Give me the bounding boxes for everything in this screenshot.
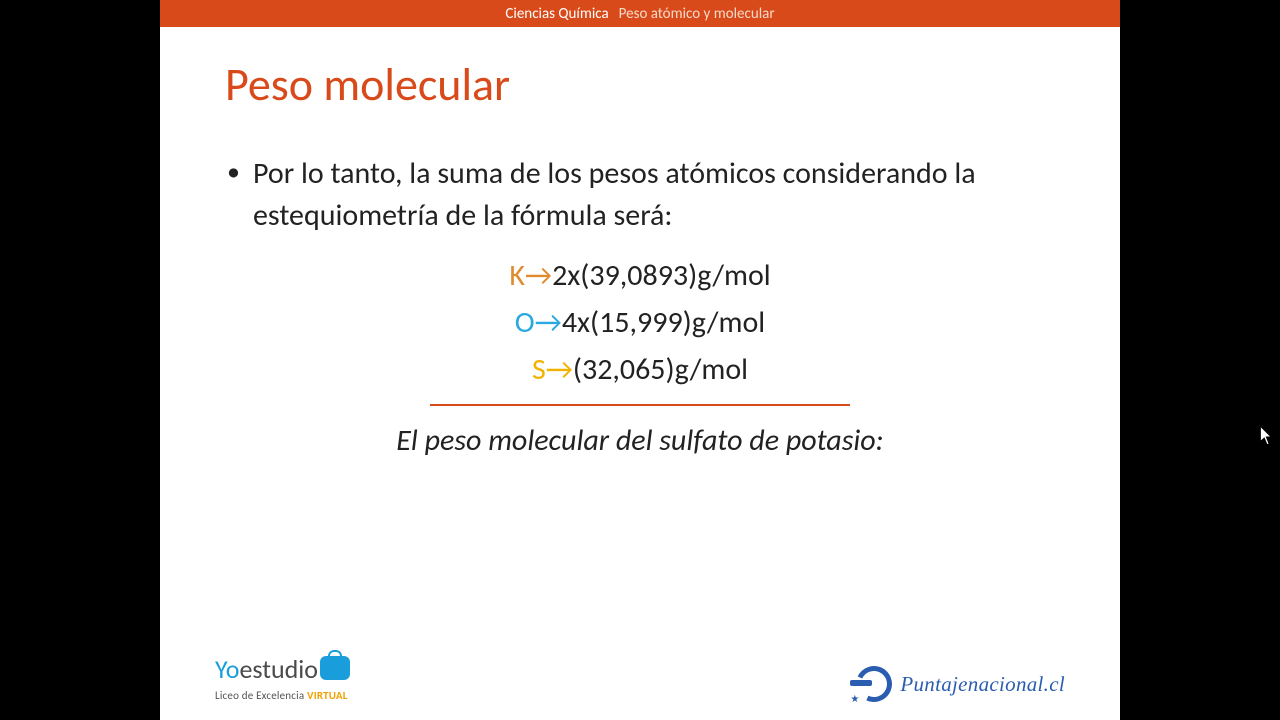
formula-value-k: 2x(39,0893)g/mol [552, 257, 771, 294]
formula-value-s: (32,065)g/mol [573, 351, 748, 388]
header-bar: Ciencias Química Peso atómico y molecula… [160, 0, 1120, 27]
logo-puntajenacional: ★ Puntajenacional.cl [856, 666, 1065, 702]
arrow-icon: → [525, 257, 552, 294]
slide-title: Peso molecular [225, 57, 1055, 113]
element-symbol-k: K [509, 257, 525, 294]
formula-row-s: S→(32,065)g/mol [225, 351, 1055, 388]
header-subject: Ciencias Química [505, 5, 608, 23]
header-topic: Peso atómico y molecular [619, 5, 775, 23]
robot-icon [320, 656, 350, 680]
logo-subtitle-prefix: Liceo de Excelencia [215, 689, 307, 702]
logo-mark-icon: ★ [856, 666, 892, 702]
logo-text-estudio: estudio [239, 653, 318, 685]
sum-underline-wrap [225, 398, 1055, 416]
element-symbol-o: O [515, 304, 535, 341]
arrow-icon: → [546, 351, 573, 388]
logo-yoestudio: Yo estudio Liceo de Excelencia VIRTUAL [215, 653, 350, 702]
footer: Yo estudio Liceo de Excelencia VIRTUAL ★… [160, 653, 1120, 702]
formula-block: K→2x(39,0893)g/mol O→4x(15,999)g/mol S→(… [225, 257, 1055, 416]
formula-value-o: 4x(15,999)g/mol [562, 304, 765, 341]
bullet-text: Por lo tanto, la suma de los pesos atómi… [225, 153, 1055, 237]
formula-row-o: O→4x(15,999)g/mol [225, 304, 1055, 341]
slide-content: Peso molecular Por lo tanto, la suma de … [160, 27, 1120, 459]
formula-row-k: K→2x(39,0893)g/mol [225, 257, 1055, 294]
conclusion-text: El peso molecular del sulfato de potasio… [225, 422, 1055, 459]
logo-subtitle-virtual: VIRTUAL [307, 689, 348, 702]
slide: Ciencias Química Peso atómico y molecula… [160, 0, 1120, 720]
sum-underline [430, 404, 850, 406]
arrow-icon: → [535, 304, 562, 341]
logo-text-yo: Yo [215, 653, 239, 685]
logo-right-text: Puntajenacional.cl [900, 672, 1065, 697]
logo-subtitle: Liceo de Excelencia VIRTUAL [215, 689, 350, 702]
cursor-icon [1260, 426, 1274, 446]
element-symbol-s: S [532, 351, 546, 388]
